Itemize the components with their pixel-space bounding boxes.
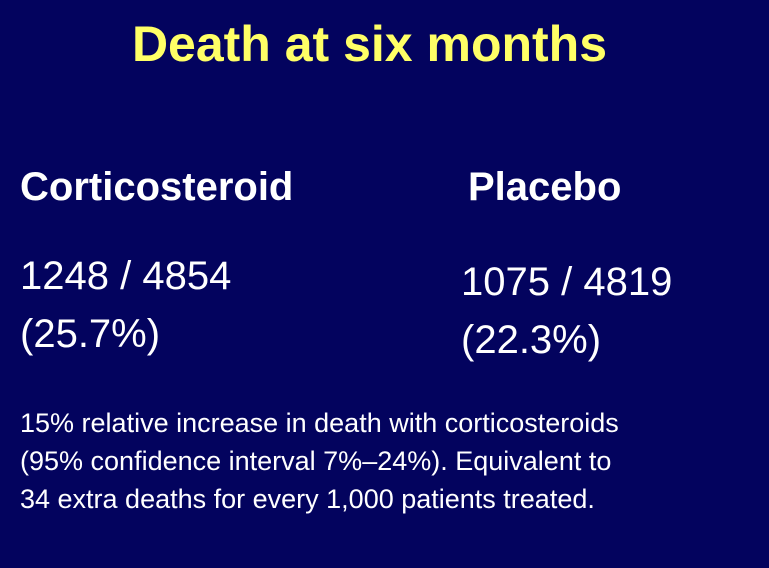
corticosteroid-percent: (25.7%) — [20, 312, 161, 356]
corticosteroid-heading: Corticosteroid — [20, 165, 294, 209]
placebo-percent: (22.3%) — [461, 318, 602, 362]
placebo-heading: Placebo — [468, 165, 622, 209]
summary-line: (95% confidence interval 7%–24%). Equiva… — [20, 446, 612, 476]
summary-text: 15% relative increase in death with cort… — [20, 404, 760, 518]
corticosteroid-count: 1248 / 4854 — [20, 254, 232, 298]
summary-line: 34 extra deaths for every 1,000 patients… — [20, 484, 595, 514]
placebo-count: 1075 / 4819 — [461, 260, 673, 304]
summary-line: 15% relative increase in death with cort… — [20, 408, 619, 438]
slide-title: Death at six months — [131, 16, 608, 72]
